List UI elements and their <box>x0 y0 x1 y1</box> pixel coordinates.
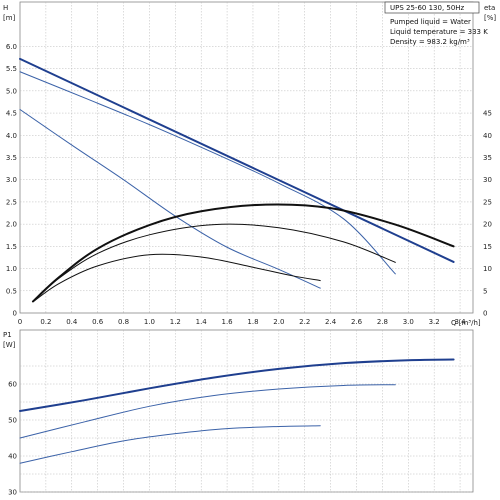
x-tick-label: 1.6 <box>222 318 234 326</box>
efficiency-curve-5 <box>32 223 396 302</box>
eta-tick-label: 40 <box>483 132 492 140</box>
tick-labels: 0 0.2 0.4 0.6 0.8 1.0 1.2 1.4 1.6 1.8 2.0 2.2 2.4 2.6… <box>6 43 492 497</box>
x-tick-label: 0.6 <box>92 318 104 326</box>
eta-tick-label: 15 <box>483 243 492 251</box>
power-y-tick-label: 30 <box>8 489 17 497</box>
x-tick-label: 2.8 <box>377 318 388 326</box>
efficiency-curve-4 <box>31 203 455 303</box>
title-box <box>384 1 480 14</box>
x-tick-label: 0 <box>18 318 22 326</box>
eta-tick-label: 45 <box>483 110 492 118</box>
annotation-density: Density = 983.2 kg/m³ <box>390 38 470 46</box>
efficiency-curve-6 <box>32 253 321 303</box>
grid-layer <box>20 2 473 493</box>
x-tick-label: 1.4 <box>196 318 208 326</box>
power-curve-1 <box>19 358 455 412</box>
head-y-tick-label: 0.5 <box>6 287 17 295</box>
eta-tick-label: 30 <box>483 176 492 184</box>
head-y-tick-label: 6.0 <box>6 43 17 51</box>
power-curve-2 <box>19 384 396 439</box>
power-y-axis-label-line1: P1 <box>3 331 12 339</box>
x-tick-label: 2.0 <box>273 318 284 326</box>
head-y-tick-label: 0 <box>13 310 17 318</box>
eta-tick-label: 10 <box>483 265 492 273</box>
head-y-tick-label: 3.5 <box>6 154 17 162</box>
head-y-tick-label: 5.5 <box>6 65 17 73</box>
x-tick-label: 0.2 <box>40 318 51 326</box>
head-y-tick-label: 2.0 <box>6 221 17 229</box>
head-y-tick-label: 4.0 <box>6 132 17 140</box>
eta-tick-label: 20 <box>483 221 492 229</box>
head-y-axis-label-line1: H <box>3 4 8 12</box>
head-y-tick-label: 3.0 <box>6 176 17 184</box>
head-curve-1 <box>19 57 455 263</box>
head-y-tick-label: 4.5 <box>6 110 17 118</box>
x-tick-label: 3.0 <box>403 318 414 326</box>
x-tick-label: 1.8 <box>247 318 258 326</box>
chart-title: UPS 25-60 130, 50Hz <box>390 4 465 12</box>
x-tick-label: 3.4 <box>454 318 466 326</box>
x-tick-label: 2.4 <box>325 318 337 326</box>
x-tick-label: 0.8 <box>118 318 129 326</box>
power-curve-3 <box>19 425 321 464</box>
power-y-tick-label: 50 <box>8 417 17 425</box>
head-y-tick-label: 1.0 <box>6 265 17 273</box>
eta-axis-label-line2: [%] <box>484 14 496 22</box>
info-box: UPS 25-60 130, 50Hz Pumped liquid = Wate… <box>384 1 488 46</box>
head-y-tick-label: 1.5 <box>6 243 17 251</box>
x-tick-label: 3.2 <box>429 318 440 326</box>
head-y-tick-label: 2.5 <box>6 198 17 206</box>
x-tick-label: 0.4 <box>66 318 78 326</box>
x-tick-label: 2.2 <box>299 318 310 326</box>
head-curve-2 <box>19 71 396 275</box>
eta-tick-label: 25 <box>483 198 492 206</box>
power-y-tick-label: 60 <box>8 381 17 389</box>
eta-tick-label: 35 <box>483 154 492 162</box>
head-y-axis-label-line2: [m] <box>3 14 16 22</box>
annotation-pumped-liquid: Pumped liquid = Water <box>390 18 471 26</box>
q-axis-label: Q [m³/h] <box>451 319 481 327</box>
eta-tick-label: 0 <box>483 310 487 318</box>
x-tick-label: 2.6 <box>351 318 363 326</box>
series-layer <box>19 57 455 464</box>
annotation-liquid-temperature: Liquid temperature = 333 K <box>390 28 488 36</box>
power-y-tick-label: 40 <box>8 453 17 461</box>
power-y-axis-label-line2: [W] <box>3 341 16 349</box>
eta-tick-label: 5 <box>483 287 487 295</box>
x-tick-label: 1.2 <box>170 318 181 326</box>
x-tick-label: 1.0 <box>144 318 155 326</box>
head-y-tick-label: 5.0 <box>6 87 17 95</box>
eta-axis-label-line1: eta <box>484 4 495 12</box>
